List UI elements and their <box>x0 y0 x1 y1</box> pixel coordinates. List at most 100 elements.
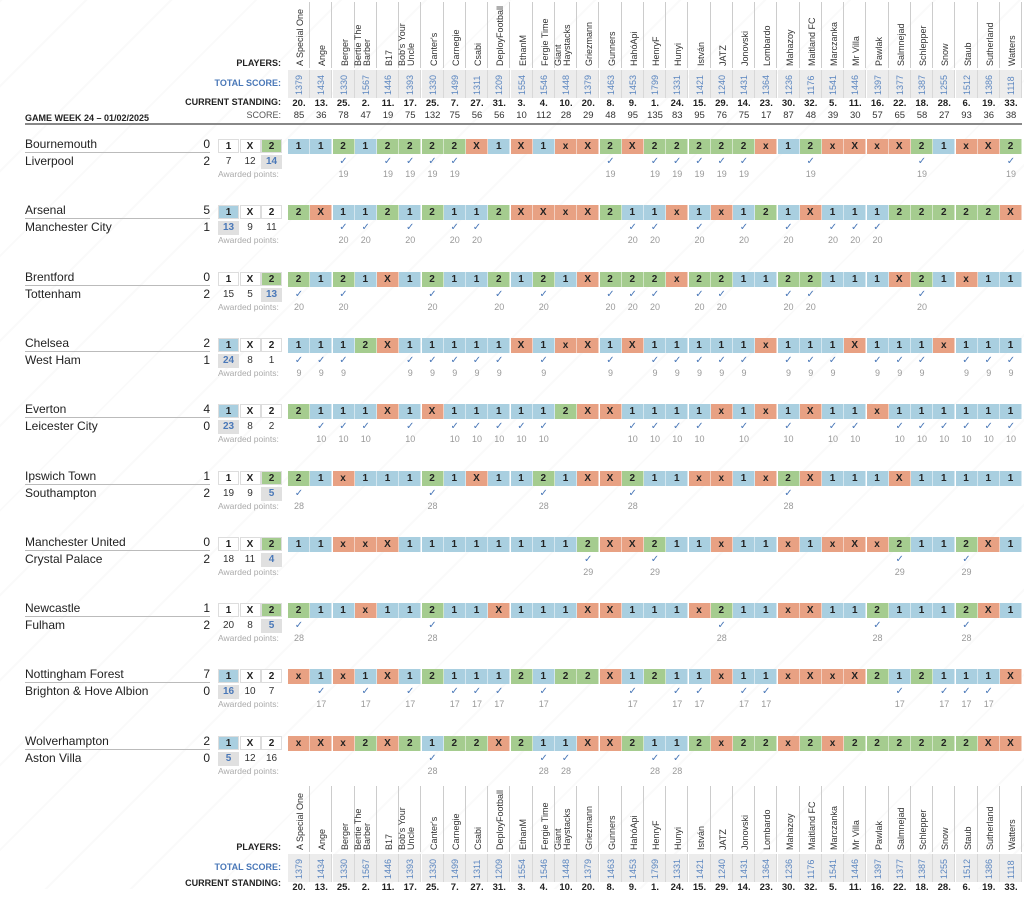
player-name[interactable]: Fergie Time <box>539 18 550 66</box>
player-column[interactable]: István 1421 15. 95 <box>688 2 711 122</box>
player-name[interactable]: Salmnejad <box>895 807 906 850</box>
player-column[interactable]: Salmnejad 1377 22. 65 <box>888 2 911 122</box>
player-name[interactable]: EthanM <box>517 34 528 66</box>
player-column[interactable]: Watters 1118 33. 38 <box>1000 2 1022 122</box>
player-name[interactable]: JATZ <box>717 829 728 850</box>
player-name[interactable]: Berger <box>339 822 350 850</box>
player-column[interactable]: Hunyi 1331 24. 83 <box>666 2 689 122</box>
player-column[interactable]: Mr Villa 1446 11. 30 <box>844 2 867 122</box>
player-name[interactable]: Bob's Your Uncle <box>397 23 417 66</box>
player-column[interactable]: Maitland FC 1176 32. 48 <box>799 2 822 122</box>
player-column[interactable]: Maitland FC 1176 32. <box>799 786 822 906</box>
player-column[interactable]: Fergie Time 1546 4. <box>532 786 555 906</box>
player-column[interactable]: Giant Haystacks 1448 10. 28 <box>553 2 577 122</box>
player-column[interactable]: Ange 1434 13. 36 <box>310 2 333 122</box>
player-column[interactable]: Mr Villa 1446 11. <box>844 786 867 906</box>
player-column[interactable]: Berger 1330 25. <box>332 786 355 906</box>
player-column[interactable]: DeployFootball 1209 31. 56 <box>488 2 511 122</box>
player-name[interactable]: Sutherland <box>984 806 995 850</box>
player-name[interactable]: B17 <box>384 833 394 850</box>
player-column[interactable]: Sutherland 1386 19. 36 <box>977 2 1000 122</box>
player-column[interactable]: B17 1446 11. <box>377 786 399 906</box>
player-column[interactable]: A Special One 1379 20. <box>288 786 310 906</box>
player-column[interactable]: Griezmann 1379 20. 29 <box>577 2 600 122</box>
player-name[interactable]: Snow <box>940 827 951 850</box>
player-name[interactable]: Maitland FC <box>806 17 817 66</box>
player-column[interactable]: Gunners 1463 8. <box>599 786 622 906</box>
player-name[interactable]: Berger <box>339 38 350 66</box>
player-name[interactable]: Snow <box>940 43 951 66</box>
player-name[interactable]: István <box>695 825 706 850</box>
player-name[interactable]: Sutherland <box>984 22 995 66</box>
player-column[interactable]: Bob's Your Uncle 1393 17. <box>397 786 422 906</box>
player-column[interactable]: Staub 1512 6. 93 <box>955 2 978 122</box>
player-name[interactable]: A Special One <box>295 8 305 66</box>
player-name[interactable]: Jonovski <box>740 814 750 850</box>
player-column[interactable]: Mahazoy 1236 30. 87 <box>777 2 800 122</box>
player-name[interactable]: Mr Villa <box>851 820 862 850</box>
player-name[interactable]: Bob's Your Uncle <box>397 807 417 850</box>
player-name[interactable]: Csabi <box>473 42 483 66</box>
player-column[interactable]: Jonovski 1431 14. 75 <box>733 2 755 122</box>
player-name[interactable]: Carnegie <box>450 813 461 850</box>
player-name[interactable]: Giant Haystacks <box>553 24 572 66</box>
player-name[interactable]: Hunyi <box>673 826 684 850</box>
player-column[interactable]: Snow 1255 28. 27 <box>933 2 956 122</box>
player-name[interactable]: Schlepper <box>918 809 928 850</box>
player-name[interactable]: DeployFootball <box>495 5 506 66</box>
player-column[interactable]: EthanM 1554 3. <box>510 786 533 906</box>
player-column[interactable]: JATZ 1240 29. 76 <box>710 2 733 122</box>
player-column[interactable]: Mahazoy 1236 30. <box>777 786 800 906</box>
player-column[interactable]: Giant Haystacks 1448 10. <box>553 786 577 906</box>
player-name[interactable]: Mahazoy <box>784 29 795 66</box>
player-column[interactable]: Schlepper 1387 18. 58 <box>911 2 933 122</box>
player-name[interactable]: Pawlak <box>873 820 884 850</box>
player-name[interactable]: Staub <box>962 826 973 850</box>
player-name[interactable]: Griezmann <box>584 21 595 66</box>
player-column[interactable]: EthanM 1554 3. 10 <box>510 2 533 122</box>
player-name[interactable]: Marczanka <box>829 21 839 66</box>
player-name[interactable]: István <box>695 41 706 66</box>
player-name[interactable]: Maitland FC <box>806 801 817 850</box>
player-column[interactable]: Gunners 1463 8. 48 <box>599 2 622 122</box>
player-name[interactable]: HahóApi <box>628 815 639 850</box>
player-name[interactable]: Gunners <box>606 31 617 66</box>
player-column[interactable]: Jonovski 1431 14. <box>733 786 755 906</box>
player-name[interactable]: Mr Villa <box>851 36 862 66</box>
player-column[interactable]: Carnegie 1499 7. 75 <box>443 2 466 122</box>
player-column[interactable]: Bob's Your Uncle 1393 17. 75 <box>397 2 422 122</box>
player-name[interactable]: HenryF <box>651 820 661 850</box>
player-name[interactable]: HahóApi <box>628 31 639 66</box>
player-name[interactable]: Watters <box>1007 35 1017 66</box>
player-column[interactable]: Marczanka 1541 5. <box>822 786 844 906</box>
player-column[interactable]: A Special One 1379 20. 85 <box>288 2 310 122</box>
player-name[interactable]: Bertie The Barber <box>352 24 372 66</box>
player-column[interactable]: Berger 1330 25. 78 <box>332 2 355 122</box>
player-column[interactable]: Schlepper 1387 18. <box>911 786 933 906</box>
player-name[interactable]: Gunners <box>606 815 617 850</box>
player-name[interactable]: Csabi <box>473 826 483 850</box>
player-name[interactable]: Schlepper <box>918 25 928 66</box>
player-column[interactable]: Bertie The Barber 1567 2. <box>352 786 377 906</box>
player-column[interactable]: Watters 1118 33. <box>1000 786 1022 906</box>
player-column[interactable]: Csabi 1311 27. <box>466 786 488 906</box>
player-name[interactable]: Bertie The Barber <box>352 808 372 850</box>
player-column[interactable]: DeployFootball 1209 31. <box>488 786 511 906</box>
player-name[interactable]: DeployFootball <box>495 789 506 850</box>
player-name[interactable]: Giant Haystacks <box>553 808 572 850</box>
player-name[interactable]: Fergie Time <box>539 802 550 850</box>
player-name[interactable]: JATZ <box>717 45 728 66</box>
player-column[interactable]: Pawlak 1397 16. 57 <box>866 2 889 122</box>
player-name[interactable]: Canter's <box>428 816 439 850</box>
player-name[interactable]: Marczanka <box>829 805 839 850</box>
player-column[interactable]: Pawlak 1397 16. <box>866 786 889 906</box>
player-name[interactable]: EthanM <box>517 818 528 850</box>
player-column[interactable]: Canter's 1330 25. <box>421 786 444 906</box>
player-column[interactable]: HenryF 1799 1. 135 <box>644 2 666 122</box>
player-column[interactable]: Lombardo 1364 23. 17 <box>755 2 778 122</box>
player-column[interactable]: Snow 1255 28. <box>933 786 956 906</box>
player-name[interactable]: Hunyi <box>673 42 684 66</box>
player-name[interactable]: Pawlak <box>873 36 884 66</box>
player-column[interactable]: Bertie The Barber 1567 2. 47 <box>352 2 377 122</box>
player-name[interactable]: HenryF <box>651 36 661 66</box>
